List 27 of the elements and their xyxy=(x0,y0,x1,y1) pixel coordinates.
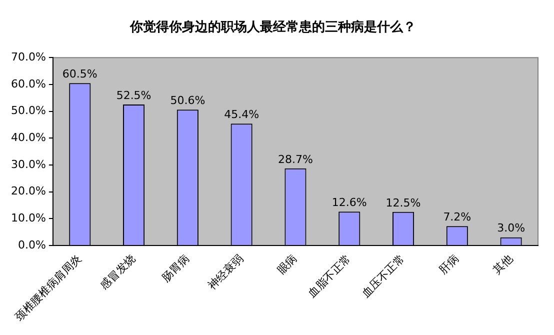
x-tick-label: 血脂不正常 xyxy=(305,252,354,300)
x-tick-label: 感冒发烧 xyxy=(98,252,138,292)
x-tick-label: 神经衰弱 xyxy=(205,252,246,292)
x-tick-label: 血压不正常 xyxy=(359,252,408,300)
data-label: 52.5% xyxy=(116,88,152,102)
data-label: 12.5% xyxy=(386,196,421,210)
x-tick-label: 肠胃病 xyxy=(159,252,192,285)
chart-title: 你觉得你身边的职场人最经常患的三种病是什么？ xyxy=(129,19,416,36)
y-tick-label: 70.0% xyxy=(10,50,46,64)
y-tick-label: 0.0% xyxy=(18,238,46,252)
y-tick-label: 30.0% xyxy=(10,158,46,171)
data-label: 7.2% xyxy=(443,210,472,224)
x-tick-label: 颈椎腰椎病肩周炎 xyxy=(12,252,84,324)
data-label: 12.6% xyxy=(332,196,367,209)
data-label: 60.5% xyxy=(62,67,98,80)
y-tick-label: 60.0% xyxy=(10,77,46,90)
data-label: 45.4% xyxy=(224,108,260,121)
data-label: 3.0% xyxy=(497,222,526,235)
y-tick-label: 10.0% xyxy=(10,211,46,224)
x-tick-label: 肝病 xyxy=(436,252,462,277)
data-label: 50.6% xyxy=(170,94,206,108)
x-tick-label: 其他 xyxy=(490,252,516,277)
y-tick-label: 20.0% xyxy=(10,184,46,198)
data-label: 28.7% xyxy=(278,152,313,166)
y-tick-label: 40.0% xyxy=(10,130,46,144)
y-tick-label: 50.0% xyxy=(10,104,46,118)
x-tick-label: 眼病 xyxy=(274,252,300,277)
